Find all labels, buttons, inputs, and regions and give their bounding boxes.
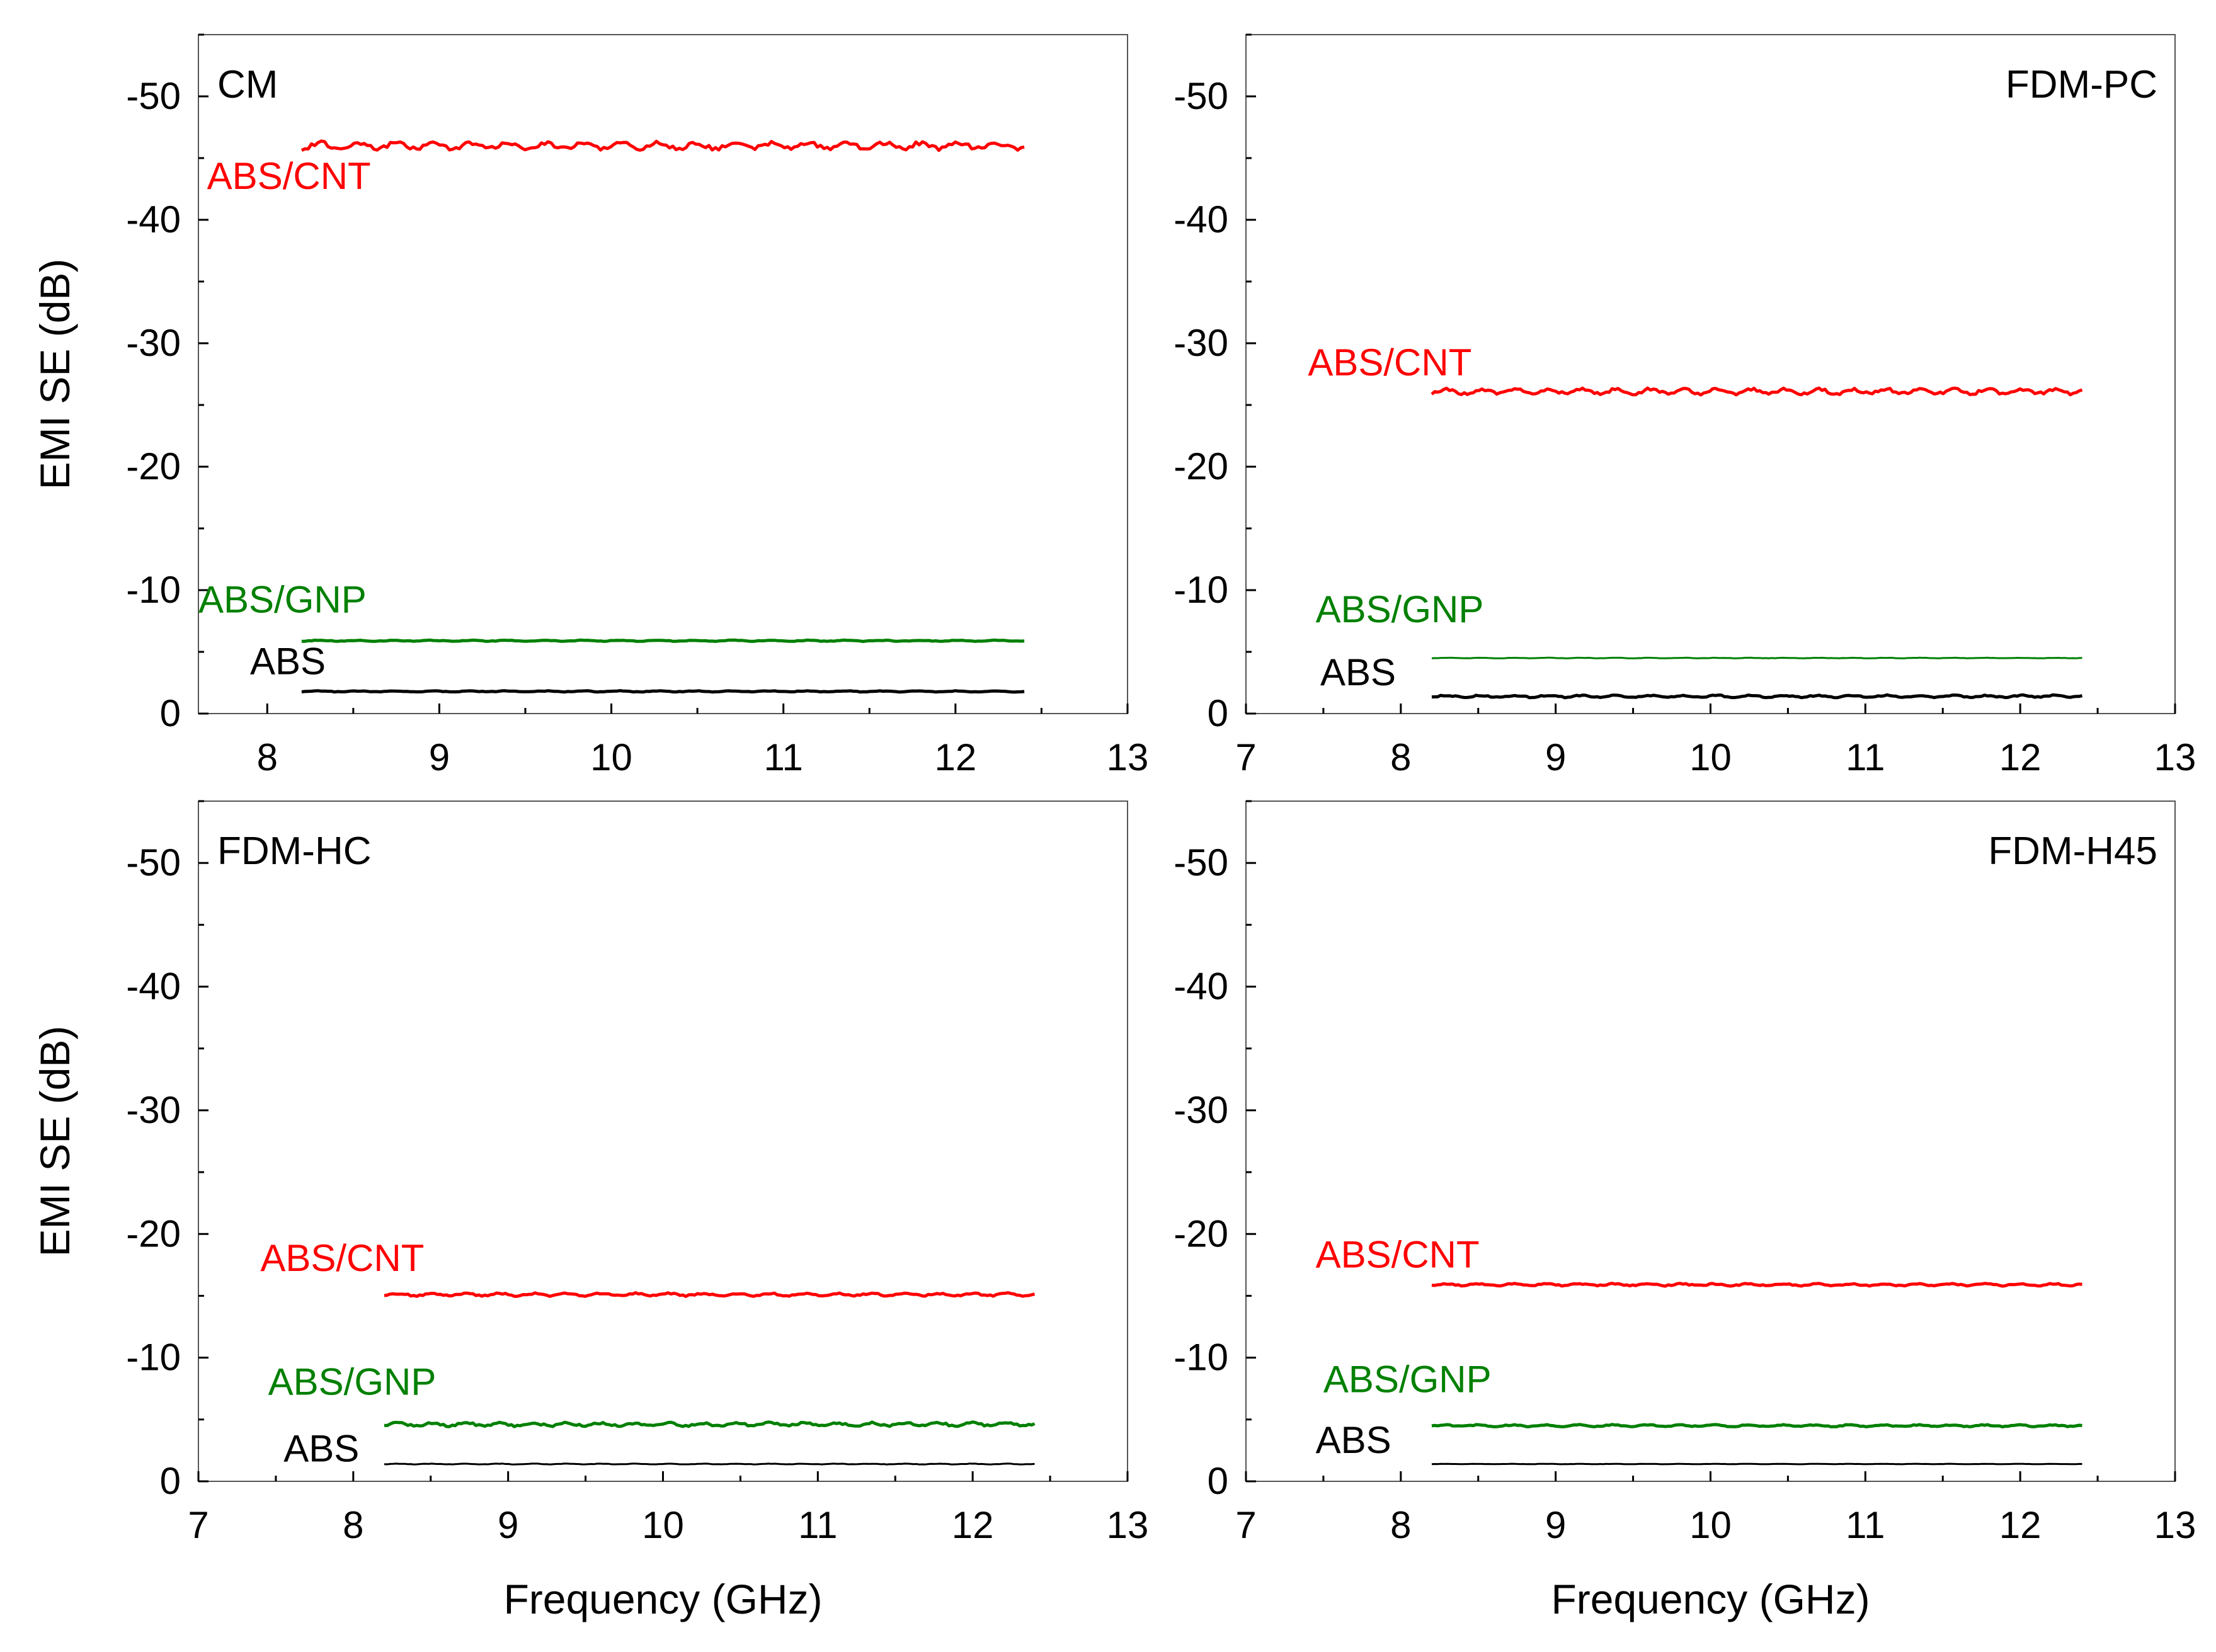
y-tick-label: 0 (1208, 1460, 1228, 1502)
y-tick-label: -30 (126, 1089, 181, 1131)
y-tick-label: -50 (1174, 75, 1228, 117)
plot-frame (198, 34, 1128, 714)
y-tick-label: -30 (1174, 322, 1228, 364)
panel-title: FDM-HC (217, 829, 372, 873)
series-line-abs-cnt (384, 1291, 1036, 1298)
x-tick-label: 7 (188, 1504, 208, 1546)
chart-panel-4: 0 -10 -20 -30 -40 -50 7 8 9 10 11 12 13 FDM-H45 ABS/CN… (1174, 800, 2196, 1622)
x-tick-label: 13 (1107, 1504, 1149, 1546)
x-tick-label: 9 (1545, 1504, 1566, 1546)
series-line-abs (1431, 693, 2083, 700)
x-tick-label: 12 (1999, 736, 2042, 778)
x-tick-label: 10 (642, 1504, 684, 1546)
y-tick-label: -10 (1174, 569, 1228, 611)
x-tick-label: 10 (590, 736, 632, 778)
series-label-abs: ABS (250, 640, 326, 682)
panel-title: CM (217, 63, 278, 106)
x-tick-label: 7 (1235, 1504, 1256, 1546)
y-axis-label: EMI SE (dB) (31, 1026, 78, 1257)
x-tick-label: 10 (1689, 1504, 1732, 1546)
x-tick-label: 12 (934, 736, 976, 778)
series-label-abs-cnt: ABS/CNT (1308, 341, 1471, 384)
y-tick-label: -20 (1174, 445, 1228, 487)
chart-panel-2: 0 -10 -20 -30 -40 -50 7 8 9 10 11 12 13 FDM-PC ABS/CNT… (1174, 33, 2196, 778)
y-tick-label: -40 (126, 966, 181, 1008)
y-tick-label: -40 (126, 198, 181, 241)
x-tick-label: 7 (1235, 736, 1256, 778)
x-axis-label: Frequency (GHz) (1551, 1576, 1870, 1622)
x-tick-label: 9 (429, 736, 450, 778)
y-tick-label: 0 (160, 1460, 181, 1502)
x-tick-label: 8 (343, 1504, 363, 1546)
series-line-abs-gnp (1431, 1423, 2082, 1428)
x-axis-label: Frequency (GHz) (503, 1576, 822, 1622)
series-line-abs-gnp (301, 638, 1025, 643)
x-tick-label: 9 (498, 1504, 518, 1546)
series-label-abs-cnt: ABS/CNT (207, 155, 371, 197)
series-line-abs-cnt (1431, 386, 2083, 397)
x-tick-label: 8 (257, 736, 278, 778)
x-tick-label: 11 (798, 1504, 837, 1546)
series-label-abs-gnp: ABS/GNP (1323, 1359, 1492, 1401)
series-line-abs-cnt (300, 139, 1025, 152)
y-tick-label: 0 (160, 692, 181, 734)
y-tick-label: -50 (126, 841, 181, 884)
y-tick-label: -40 (1174, 966, 1228, 1008)
x-tick-label: 10 (1689, 736, 1732, 778)
series-line-abs (384, 1462, 1035, 1466)
x-tick-label: 8 (1390, 1504, 1411, 1546)
x-tick-label: 13 (2154, 1504, 2196, 1546)
x-tick-label: 11 (1846, 736, 1885, 778)
series-label-abs-gnp: ABS/GNP (268, 1361, 437, 1403)
series-label-abs-gnp: ABS/GNP (198, 578, 367, 620)
y-tick-label: -20 (126, 445, 181, 487)
x-tick-label: 13 (2154, 736, 2196, 778)
series-label-abs: ABS (283, 1428, 359, 1470)
series-label-abs: ABS (1316, 1419, 1391, 1461)
y-tick-label: -30 (1174, 1089, 1228, 1131)
y-tick-label: -10 (126, 569, 181, 611)
x-tick-label: 12 (1999, 1504, 2042, 1546)
y-tick-label: -50 (1174, 841, 1228, 884)
x-tick-label: 11 (1846, 1504, 1885, 1546)
x-tick-label: 11 (764, 736, 803, 778)
series-label-abs-cnt: ABS/CNT (260, 1237, 424, 1279)
chart-panel-1: 0 -10 -20 -30 -40 -50 8 9 10 11 12 13 CM ABS/CNT ABS/G… (31, 33, 1149, 778)
y-tick-label: -10 (1174, 1336, 1228, 1379)
x-tick-label: 8 (1390, 736, 1411, 778)
panel-title: FDM-PC (2006, 63, 2157, 106)
y-tick-label: 0 (1208, 692, 1228, 734)
series-line-abs-cnt (1431, 1282, 2082, 1288)
series-label-abs-cnt: ABS/CNT (1316, 1233, 1480, 1275)
y-axis-label: EMI SE (dB) (31, 259, 78, 490)
series-label-abs-gnp: ABS/GNP (1316, 588, 1484, 630)
y-tick-label: -20 (126, 1212, 181, 1255)
y-tick-label: -10 (126, 1336, 181, 1379)
panel-title: FDM-H45 (1988, 829, 2157, 873)
series-line-abs (301, 689, 1025, 694)
series-label-abs: ABS (1320, 651, 1396, 693)
series-line-abs-gnp (384, 1420, 1036, 1428)
y-tick-label: -30 (126, 322, 181, 364)
y-tick-label: -40 (1174, 198, 1228, 241)
y-tick-label: -50 (126, 75, 181, 117)
y-tick-label: -20 (1174, 1212, 1228, 1255)
x-tick-label: 12 (952, 1504, 994, 1546)
x-tick-label: 9 (1545, 736, 1566, 778)
x-tick-label: 13 (1107, 736, 1149, 778)
chart-panel-3: 0 -10 -20 -30 -40 -50 7 8 9 10 11 12 13 FDM-HC ABS/CNT… (31, 800, 1149, 1622)
